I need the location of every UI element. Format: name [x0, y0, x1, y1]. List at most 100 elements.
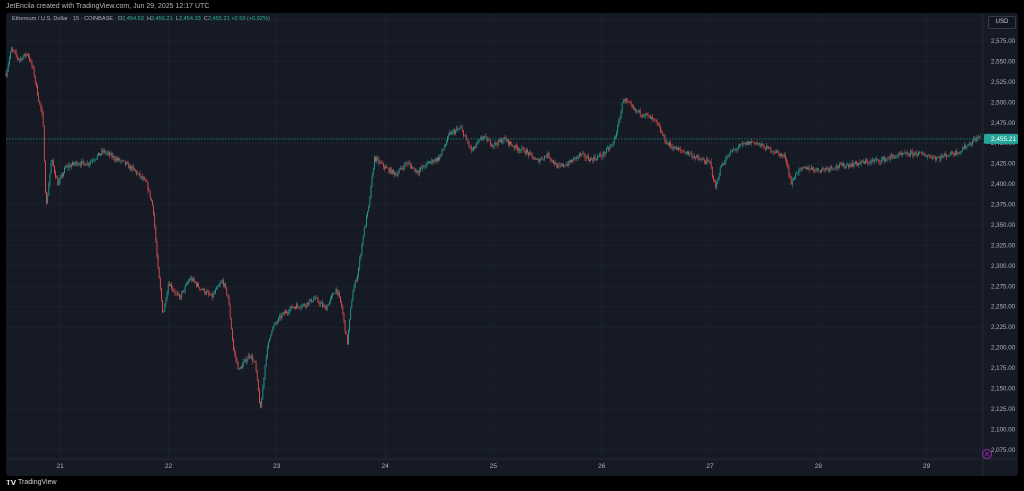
candle-body: [460, 127, 462, 129]
candle-body: [412, 167, 414, 169]
currency-button[interactable]: USD: [988, 16, 1016, 29]
candle-body: [411, 165, 412, 169]
candle-body: [419, 170, 420, 174]
candle-body: [328, 301, 330, 306]
candle-body: [692, 156, 694, 158]
candle-body: [558, 165, 560, 166]
candle-body: [666, 142, 668, 144]
candle-body: [313, 299, 314, 302]
candle-body: [914, 151, 916, 153]
candle-body: [786, 159, 788, 164]
x-tick-label: 25: [490, 463, 498, 470]
candle-body: [857, 163, 859, 166]
candle-body: [241, 367, 242, 369]
candle-body: [306, 302, 308, 307]
candle-body: [229, 305, 231, 319]
candle-body: [842, 163, 844, 166]
candle-body: [259, 390, 260, 403]
candle-body: [66, 166, 68, 168]
candle-body: [376, 157, 378, 162]
candle-body: [599, 154, 601, 157]
candle-body: [783, 155, 785, 156]
candle-body: [121, 160, 123, 161]
candle-body: [620, 110, 622, 119]
candle-body: [468, 142, 470, 147]
candle-body: [449, 132, 451, 135]
candle-body: [770, 147, 772, 152]
candle-body: [640, 114, 642, 116]
candle-body: [426, 162, 428, 163]
candle-body: [532, 156, 534, 160]
candle-body: [862, 160, 864, 163]
candle-body: [416, 170, 418, 173]
candle-body: [82, 161, 84, 162]
candle-body: [408, 162, 410, 164]
candle-body: [884, 157, 886, 162]
candle-body: [529, 152, 531, 156]
candle-body: [323, 305, 325, 307]
candle-body: [870, 160, 872, 164]
candle-body: [234, 349, 236, 354]
candle-body: [43, 126, 45, 162]
candle-body: [937, 157, 938, 159]
candle-body: [977, 137, 979, 139]
chart-frame[interactable]: [6, 13, 1018, 476]
alert-icon[interactable]: [982, 449, 992, 459]
brand-name: TradingView: [18, 479, 57, 486]
candle-body: [147, 181, 149, 191]
candle-body: [578, 153, 580, 157]
candle-body: [443, 147, 445, 150]
candle-body: [568, 160, 570, 165]
candle-body: [244, 359, 246, 362]
candle-body: [170, 284, 171, 286]
candle-body: [279, 315, 281, 319]
candle-body: [826, 167, 828, 169]
candle-body: [951, 151, 953, 154]
candle-body: [892, 155, 893, 157]
candle-body: [945, 154, 946, 155]
candle-body: [129, 165, 131, 169]
candle-body: [704, 160, 705, 163]
candle-body: [5, 73, 7, 77]
candle-body: [606, 148, 607, 153]
candle-body: [283, 312, 285, 314]
candle-body: [767, 145, 768, 147]
candle-body: [442, 149, 444, 150]
last-price-label: 2,455.21: [991, 136, 1016, 143]
candle-body: [184, 286, 186, 292]
candle-body: [716, 181, 718, 188]
candle-body: [777, 151, 779, 152]
price-axis[interactable]: 2,075.00 2,100.00 2,125.00 2,150.00 2,175.00…: [991, 18, 1016, 454]
candle-body: [682, 151, 684, 152]
candle-body: [213, 292, 215, 294]
candle-body: [132, 166, 134, 169]
candle-body: [918, 152, 919, 156]
candle-body: [706, 159, 708, 164]
candle-body: [233, 339, 234, 350]
candle-body: [699, 159, 701, 161]
candle-body: [487, 139, 489, 142]
candle-body: [735, 149, 737, 150]
candle-body: [511, 144, 513, 146]
candle-body: [740, 144, 741, 145]
candle-body: [517, 147, 518, 151]
candle-body: [224, 283, 225, 286]
candle-body: [726, 156, 728, 160]
candle-body: [79, 164, 81, 166]
candle-body: [495, 142, 497, 144]
candle-body: [217, 286, 219, 288]
candle-body: [122, 160, 124, 161]
candle-body: [342, 306, 344, 314]
candle-body: [432, 159, 434, 163]
candle-body: [331, 295, 332, 299]
candle-body: [947, 155, 949, 158]
candle-body: [420, 167, 421, 171]
candle-body: [701, 159, 703, 160]
candle-body: [266, 347, 268, 357]
candle-body: [524, 152, 526, 154]
time-axis[interactable]: 21 22 23 24 25 26 27 28 29: [57, 463, 931, 470]
low-value: 2,454.33: [179, 16, 201, 22]
candle-body: [344, 320, 346, 332]
candle-body: [769, 147, 771, 149]
